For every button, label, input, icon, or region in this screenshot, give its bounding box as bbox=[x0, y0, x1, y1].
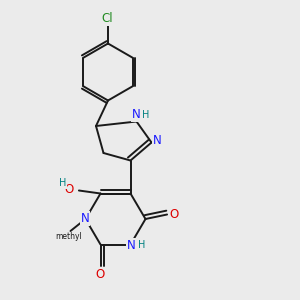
Text: N: N bbox=[152, 134, 161, 148]
Text: N: N bbox=[127, 239, 136, 252]
Text: N: N bbox=[132, 108, 141, 122]
Text: O: O bbox=[96, 268, 105, 281]
Text: methyl: methyl bbox=[56, 232, 82, 241]
Text: O: O bbox=[64, 183, 74, 196]
Text: Cl: Cl bbox=[102, 12, 113, 26]
Text: O: O bbox=[169, 208, 178, 221]
Text: H: H bbox=[138, 240, 146, 250]
Text: H: H bbox=[59, 178, 66, 188]
Text: H: H bbox=[142, 110, 149, 120]
Text: N: N bbox=[80, 212, 89, 225]
